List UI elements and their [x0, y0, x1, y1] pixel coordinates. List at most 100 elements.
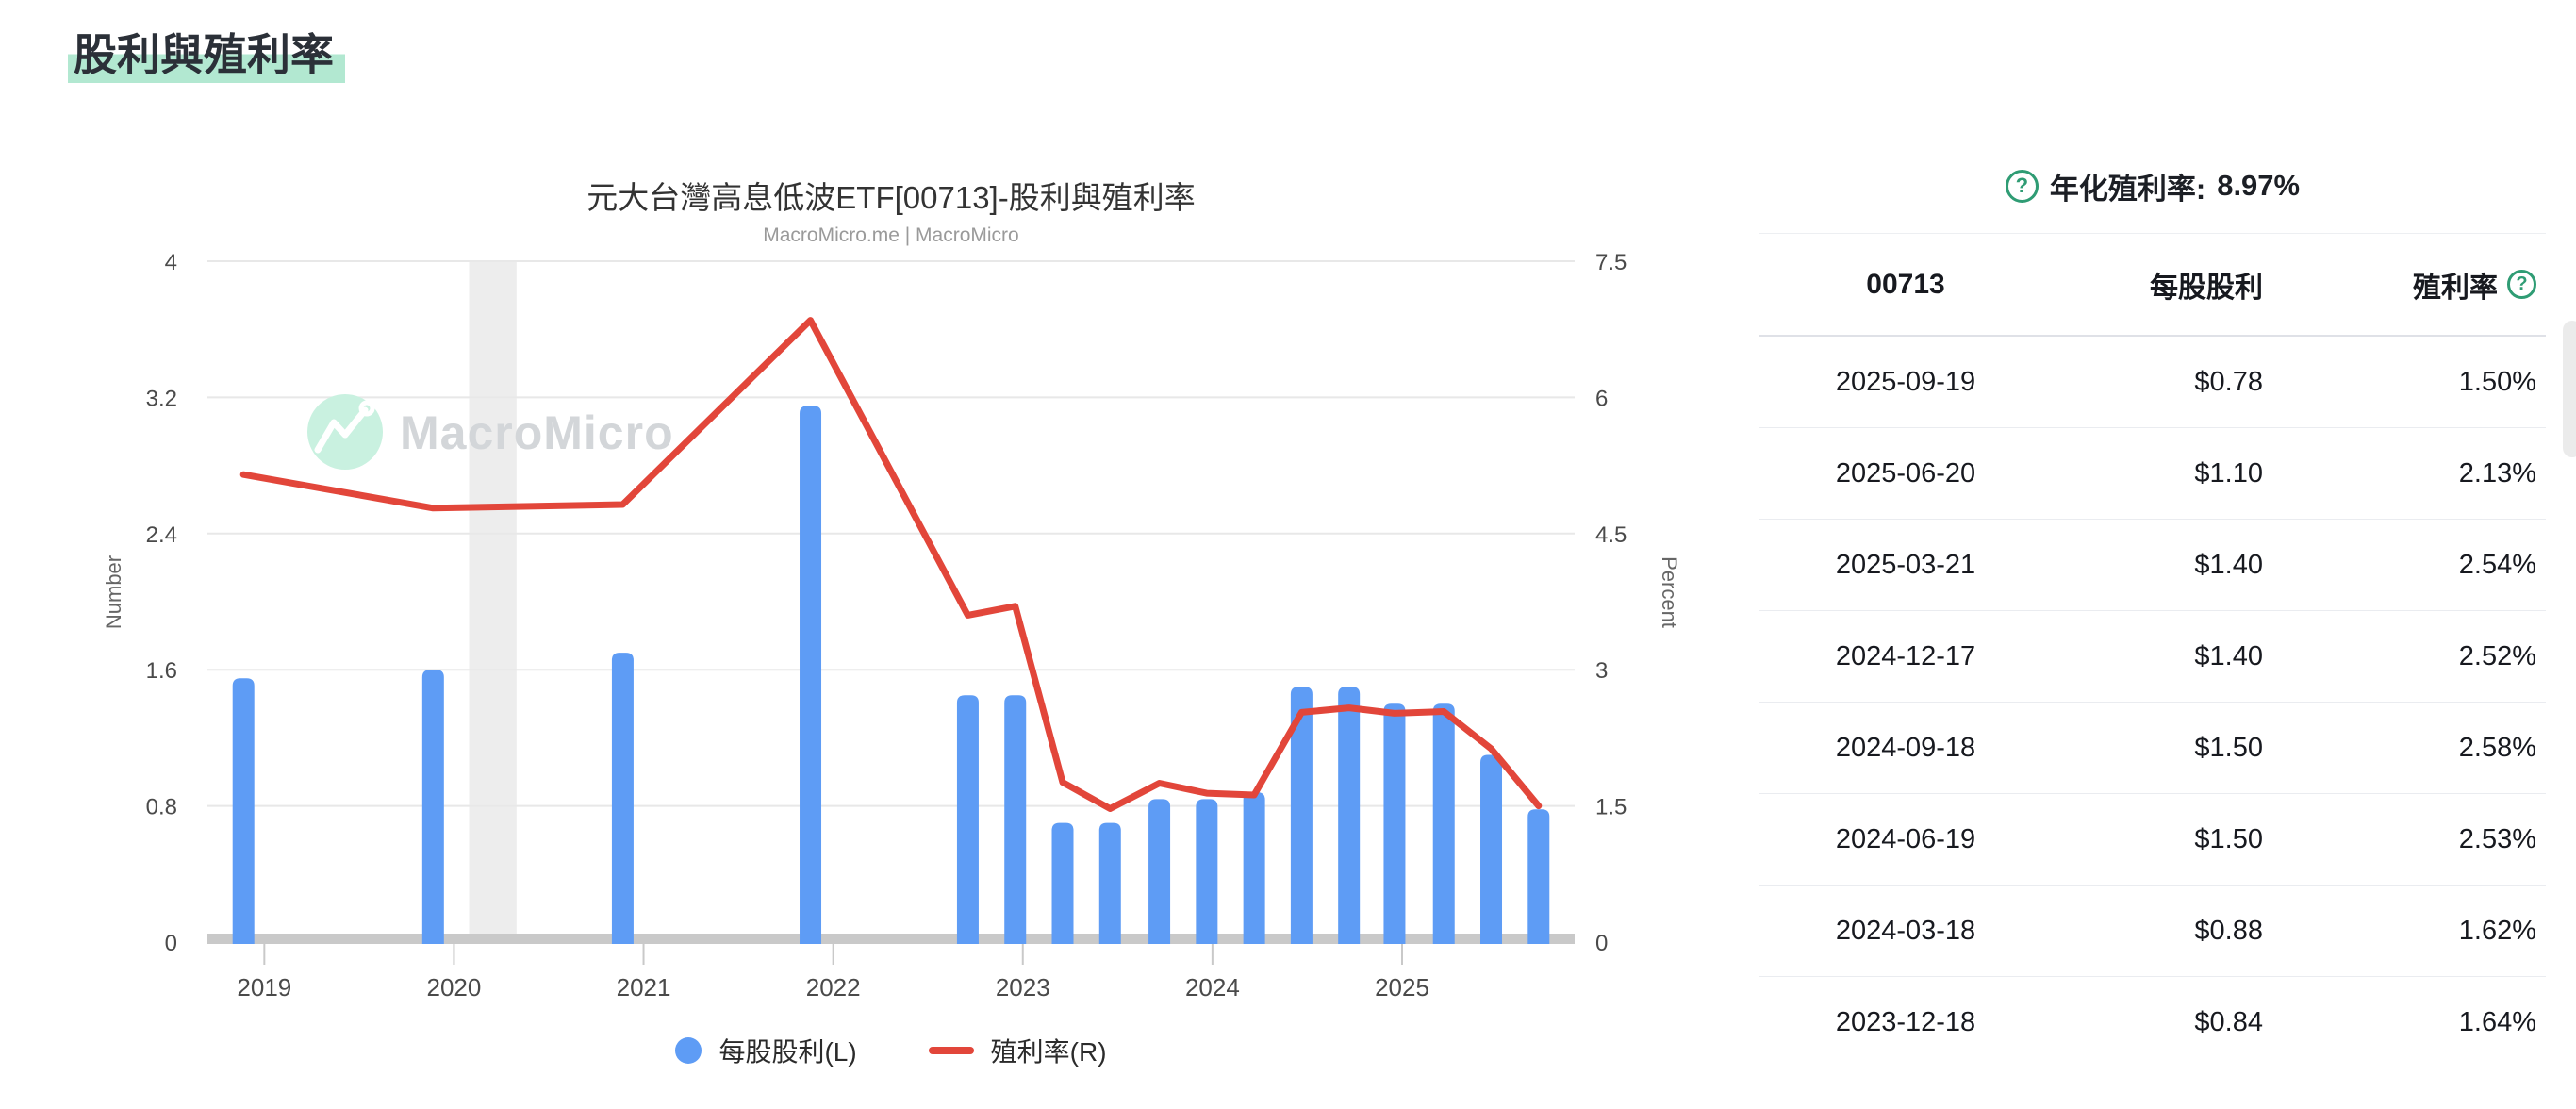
x-axis-year-label: 2019 — [237, 973, 291, 1001]
row-date: 2023-12-18 — [1835, 1006, 1976, 1037]
legend-item-dividend[interactable]: 每股股利(L) — [675, 1032, 857, 1069]
row-dividend: $0.88 — [2194, 915, 2263, 946]
x-axis-year-label: 2025 — [1375, 973, 1429, 1001]
x-axis-year-label: 2023 — [996, 973, 1050, 1001]
left-axis-tick-label: 1.6 — [146, 658, 177, 684]
question-circle-icon[interactable]: ? — [2507, 270, 2536, 299]
dividend-bar[interactable] — [1051, 822, 1074, 944]
row-date: 2025-09-19 — [1835, 366, 1976, 397]
chart-title: 元大台灣高息低波ETF[00713]-股利與殖利率 — [586, 180, 1196, 215]
row-dividend: $1.40 — [2194, 549, 2263, 580]
row-yield: 1.62% — [2458, 915, 2536, 946]
row-dividend: $0.78 — [2194, 366, 2263, 397]
row-dividend: $1.50 — [2194, 823, 2263, 854]
x-axis-year-label: 2022 — [806, 973, 861, 1001]
macromicro-logo-zigzag — [314, 406, 369, 454]
dividend-bar[interactable] — [1480, 754, 1503, 944]
left-axis-tick-label: 0 — [165, 931, 177, 956]
table-row: 2025-06-20 $1.10 2.13% — [1759, 428, 2546, 520]
row-yield: 2.52% — [2458, 640, 2536, 671]
table-body: 2025-09-19 $0.78 1.50% 2025-06-20 $1.10 2.13%… — [1759, 337, 2546, 1068]
row-dividend: $1.50 — [2194, 732, 2263, 763]
vertical-scrollbar[interactable] — [2563, 321, 2576, 457]
row-date: 2024-12-17 — [1835, 640, 1976, 671]
dividend-bar[interactable] — [232, 678, 255, 944]
table-header-row: 00713 每股股利 殖利率 ? — [1759, 234, 2546, 337]
yield-line[interactable] — [239, 317, 1543, 812]
dividend-bar[interactable] — [1338, 687, 1361, 944]
x-axis-year-label: 2020 — [427, 973, 482, 1001]
annualized-yield-value: 8.97% — [2217, 169, 2301, 202]
table-row: 2025-09-19 $0.78 1.50% — [1759, 337, 2546, 428]
right-axis-tick-label: 7.5 — [1595, 250, 1627, 275]
macromicro-logo-ring — [358, 400, 375, 417]
row-dividend: $1.40 — [2194, 640, 2263, 671]
row-yield: 2.53% — [2458, 823, 2536, 854]
dividend-bar[interactable] — [1098, 822, 1121, 944]
dividend-bar[interactable] — [611, 653, 634, 944]
table-row: 2024-09-18 $1.50 2.58% — [1759, 703, 2546, 794]
right-axis-tick-label: 6 — [1595, 386, 1608, 411]
row-yield: 1.50% — [2458, 366, 2536, 397]
annualized-yield-summary: ? 年化殖利率: 8.97% — [1759, 156, 2546, 216]
table-row: 2023-12-18 $0.84 1.64% — [1759, 977, 2546, 1068]
table-row: 2024-12-17 $1.40 2.52% — [1759, 611, 2546, 703]
dividend-bar[interactable] — [1290, 687, 1313, 944]
watermark-text: MacroMicro — [400, 406, 674, 459]
dividend-bar[interactable] — [1196, 799, 1218, 944]
x-axis-band — [207, 934, 1575, 944]
annualized-yield-label: 年化殖利率: — [2049, 172, 2206, 206]
dividend-bar[interactable] — [1432, 703, 1455, 944]
table-row: 2024-03-18 $0.88 1.62% — [1759, 886, 2546, 977]
dividend-bar[interactable] — [1527, 809, 1550, 944]
left-axis-tick-label: 0.8 — [146, 795, 177, 820]
table-header-yield: 殖利率 ? — [2263, 264, 2546, 306]
row-date: 2024-06-19 — [1835, 823, 1976, 854]
right-axis-tick-label: 4.5 — [1595, 522, 1627, 548]
row-dividend: $1.10 — [2194, 457, 2263, 488]
right-axis-tick-label: 0 — [1595, 931, 1608, 956]
table-header-yield-label: 殖利率 — [2413, 272, 2498, 304]
dividend-bar[interactable] — [1383, 703, 1406, 944]
dividend-bar[interactable] — [1004, 695, 1027, 944]
question-circle-icon[interactable]: ? — [2005, 169, 2039, 203]
dividend-bar[interactable] — [1148, 799, 1171, 944]
yield-series-swatch — [928, 1047, 974, 1054]
left-axis-tick-label: 3.2 — [146, 386, 177, 411]
legend-label-dividend: 每股股利(L) — [718, 1037, 857, 1067]
x-axis-year-label: 2024 — [1185, 973, 1240, 1001]
chart-legend: 每股股利(L) 殖利率(R) — [42, 1032, 1740, 1069]
dividend-bar[interactable] — [1243, 792, 1265, 944]
legend-label-yield: 殖利率(R) — [990, 1037, 1107, 1067]
table-header-dividend-per-share: 每股股利 — [2150, 272, 2263, 304]
row-date: 2025-06-20 — [1835, 457, 1976, 488]
dividend-table: 00713 每股股利 殖利率 ? 2025-09-19 $0.78 1.50% 202… — [1759, 233, 2546, 1068]
right-axis-title: Percent — [1658, 556, 1681, 628]
row-dividend: $0.84 — [2194, 1006, 2263, 1037]
left-axis-title: Number — [102, 555, 125, 629]
row-yield: 1.64% — [2458, 1006, 2536, 1037]
row-yield: 2.54% — [2458, 549, 2536, 580]
right-axis-tick-label: 3 — [1595, 658, 1608, 684]
row-yield: 2.13% — [2458, 457, 2536, 488]
left-axis-tick-label: 2.4 — [146, 522, 177, 548]
chart-subtitle: MacroMicro.me | MacroMicro — [763, 224, 1019, 246]
dividend-yield-chart[interactable]: 0 0 0.8 1.5 1.6 3 2.4 4.5 3.2 6 4 7.5 2019 2020 2021 20… — [0, 0, 1697, 1109]
row-date: 2025-03-21 — [1835, 549, 1976, 580]
left-axis-tick-label: 4 — [165, 250, 177, 275]
legend-item-yield[interactable]: 殖利率(R) — [928, 1032, 1107, 1069]
dividend-bar[interactable] — [800, 406, 822, 944]
dividend-bar[interactable] — [956, 695, 979, 944]
row-date: 2024-09-18 — [1835, 732, 1976, 763]
row-date: 2024-03-18 — [1835, 915, 1976, 946]
right-axis-tick-label: 1.5 — [1595, 795, 1627, 820]
dividend-bar[interactable] — [421, 670, 444, 944]
table-header-etf-code: 00713 — [1866, 268, 1945, 300]
dividend-series-swatch — [675, 1037, 702, 1064]
table-row: 2025-03-21 $1.40 2.54% — [1759, 520, 2546, 611]
page-title: 股利與殖利率 — [68, 21, 345, 85]
table-row: 2024-06-19 $1.50 2.53% — [1759, 794, 2546, 886]
recession-band — [469, 261, 517, 942]
row-yield: 2.58% — [2458, 732, 2536, 763]
